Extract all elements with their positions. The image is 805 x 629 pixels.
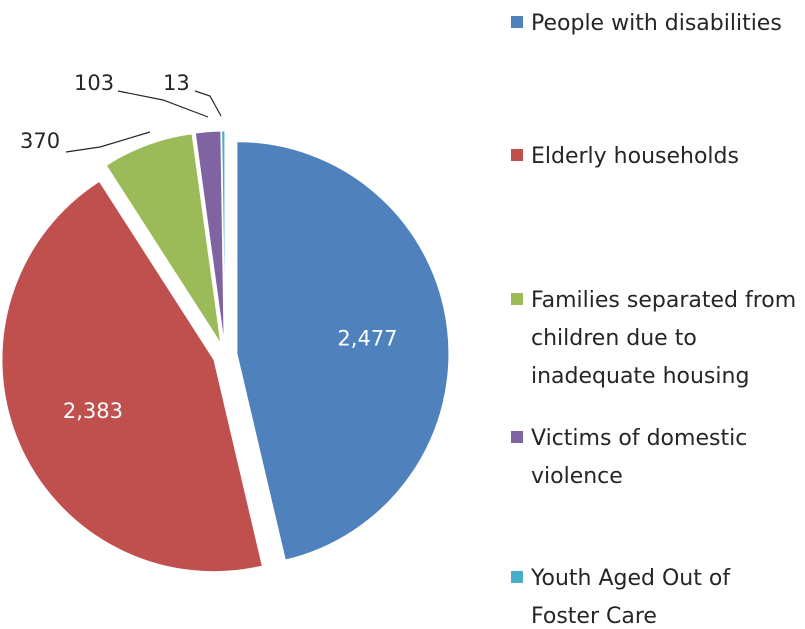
legend: People with disabilities Elderly househol… — [511, 11, 796, 629]
legend-swatch-elderly-households — [511, 149, 523, 161]
leader-line-youth-aged-out-of-foster-care — [194, 90, 222, 117]
legend-label-families-separated-from-children-due-to-inadequate-housing-line-2: children due to — [531, 326, 697, 351]
data-label-victims-of-domestic-violence: 103 — [74, 71, 114, 95]
legend-item-victims-of-domestic-violence: Victims of domestic violence — [511, 426, 747, 489]
legend-swatch-victims-of-domestic-violence — [511, 431, 523, 443]
pie-slices — [1, 130, 450, 573]
leader-line-victims-of-domestic-violence — [117, 90, 209, 118]
leader-line-families-separated-from-children-due-to-inadequate-housing — [65, 131, 151, 153]
pie-slice-youth-aged-out-of-foster-care — [221, 130, 226, 344]
data-label-youth-aged-out-of-foster-care: 13 — [163, 71, 190, 95]
legend-item-people-with-disabilities: People with disabilities — [511, 11, 782, 36]
legend-item-elderly-households: Elderly households — [511, 144, 739, 169]
legend-label-victims-of-domestic-violence-line-1: Victims of domestic — [531, 426, 747, 451]
data-label-elderly-households: 2,383 — [63, 399, 123, 423]
legend-swatch-people-with-disabilities — [511, 16, 523, 28]
data-label-people-with-disabilities: 2,477 — [337, 327, 397, 351]
data-labels: 2,477 2,383 370 103 13 — [20, 71, 398, 423]
pie-slice-families-separated-from-children-due-to-inadequate-housing — [105, 133, 222, 345]
pie-slice-people-with-disabilities — [236, 141, 450, 561]
legend-label-families-separated-from-children-due-to-inadequate-housing-line-1: Families separated from — [531, 288, 796, 313]
legend-label-victims-of-domestic-violence-line-2: violence — [531, 464, 623, 489]
pie-slice-elderly-households — [1, 180, 263, 573]
data-label-families-separated-from-children-due-to-inadequate-housing: 370 — [20, 129, 60, 153]
pie-slice-victims-of-domestic-violence — [194, 130, 225, 344]
legend-label-elderly-households-line-1: Elderly households — [531, 144, 739, 169]
legend-label-youth-aged-out-of-foster-care-line-2: Foster Care — [531, 604, 657, 629]
legend-swatch-families-separated-from-children-due-to-inadequate-housing — [511, 293, 523, 305]
legend-label-families-separated-from-children-due-to-inadequate-housing-line-3: inadequate housing — [531, 364, 749, 389]
legend-item-youth-aged-out-of-foster-care: Youth Aged Out of Foster Care — [511, 566, 731, 629]
legend-label-youth-aged-out-of-foster-care-line-1: Youth Aged Out of — [530, 566, 731, 591]
leader-lines — [65, 90, 222, 153]
legend-item-families-separated-from-children-due-to-inadequate-housing: Families separated from children due to in… — [511, 288, 796, 389]
legend-swatch-youth-aged-out-of-foster-care — [511, 571, 523, 583]
legend-label-people-with-disabilities-line-1: People with disabilities — [531, 11, 782, 36]
